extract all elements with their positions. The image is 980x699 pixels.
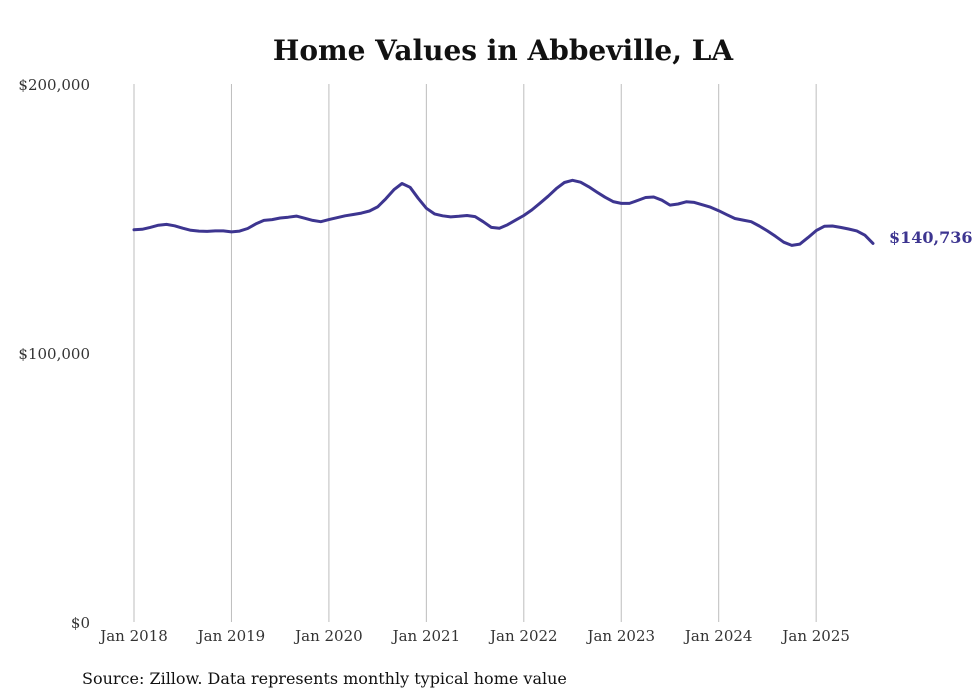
chart-title: Home Values in Abbeville, LA bbox=[273, 34, 735, 67]
x-tick-label: Jan 2019 bbox=[196, 627, 266, 645]
y-tick-label: $100,000 bbox=[18, 345, 90, 363]
x-axis: Jan 2018 Jan 2019 Jan 2020 Jan 2021 Jan 2022… bbox=[98, 627, 850, 645]
grid-layer bbox=[133, 84, 817, 622]
x-tick-label: Jan 2024 bbox=[683, 627, 753, 645]
x-tick-label: Jan 2022 bbox=[488, 627, 558, 645]
series-line-home-value bbox=[132, 178, 875, 247]
x-tick-label: Jan 2018 bbox=[98, 627, 168, 645]
x-tick-label: Jan 2020 bbox=[293, 627, 363, 645]
end-value-label: $140,736 bbox=[889, 228, 973, 247]
y-axis: $0 $100,000 $200,000 bbox=[18, 76, 90, 632]
y-tick-label: $200,000 bbox=[18, 76, 90, 94]
x-tick-label: Jan 2025 bbox=[780, 627, 850, 645]
y-tick-label: $0 bbox=[71, 614, 90, 632]
source-note: Source: Zillow. Data represents monthly … bbox=[82, 669, 567, 688]
x-tick-label: Jan 2023 bbox=[585, 627, 655, 645]
x-tick-label: Jan 2021 bbox=[391, 627, 461, 645]
